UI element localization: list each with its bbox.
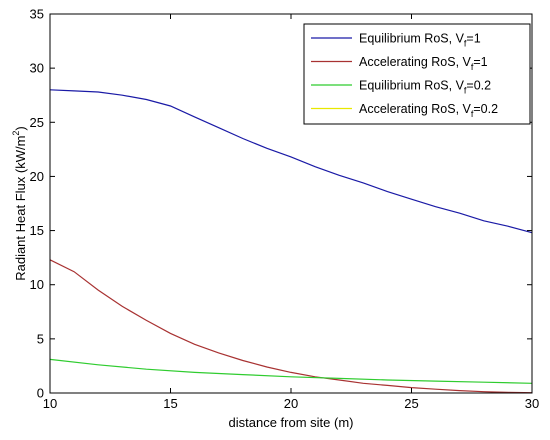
legend-box [303, 23, 531, 125]
legend-label-subscript: f [464, 39, 467, 49]
legend-label-subscript: f [471, 62, 474, 72]
legend-label-main: Equilibrium RoS, V [359, 32, 465, 46]
series-line-2 [49, 259, 533, 394]
x-axis-label: distance from site (m) [229, 415, 354, 430]
y-tick-label: 20 [30, 169, 44, 184]
x-axis-ticks: 10 15 20 25 30 [43, 14, 539, 411]
series-layer [49, 89, 533, 394]
y-tick-label: 0 [37, 386, 44, 401]
x-tick-label: 30 [525, 396, 539, 411]
legend-label-suffix: =1 [473, 55, 487, 69]
x-tick-label: 25 [404, 396, 418, 411]
x-tick-label: 10 [43, 396, 57, 411]
y-axis-label-main: Radiant Heat Flux (kW/m [13, 136, 28, 281]
legend-label-main: Accelerating RoS, V [359, 102, 472, 116]
legend-label-2: Accelerating RoS, Vf=1 [359, 55, 488, 72]
legend-label-main: Equilibrium RoS, V [359, 79, 465, 93]
y-axis-label-suffix: ) [13, 126, 28, 130]
y-tick-label: 15 [30, 223, 44, 238]
y-axis-ticks: 0 5 10 15 20 25 30 35 [30, 7, 532, 401]
y-axis-label: Radiant Heat Flux (kW/m2) [11, 126, 28, 281]
legend-label-main: Accelerating RoS, V [359, 55, 472, 69]
legend-label-1: Equilibrium RoS, Vf=1 [359, 32, 481, 49]
y-tick-label: 5 [37, 331, 44, 346]
series-line-1 [49, 89, 533, 234]
legend-label-subscript: f [471, 109, 474, 119]
legend-label-4: Accelerating RoS, Vf=0.2 [359, 102, 498, 119]
y-tick-label: 10 [30, 277, 44, 292]
legend-label-suffix: =0.2 [473, 102, 498, 116]
y-tick-label: 25 [30, 115, 44, 130]
legend-label-suffix: =0.2 [466, 79, 491, 93]
x-tick-label: 15 [163, 396, 177, 411]
x-tick-label: 20 [284, 396, 298, 411]
legend-label-subscript: f [464, 86, 467, 96]
y-tick-label: 35 [30, 7, 44, 22]
y-tick-label: 30 [30, 61, 44, 76]
legend-label-3: Equilibrium RoS, Vf=0.2 [359, 79, 491, 96]
y-axis-label-superscript: 2 [11, 131, 21, 136]
legend-label-suffix: =1 [466, 32, 480, 46]
series-line-3 [49, 358, 533, 384]
